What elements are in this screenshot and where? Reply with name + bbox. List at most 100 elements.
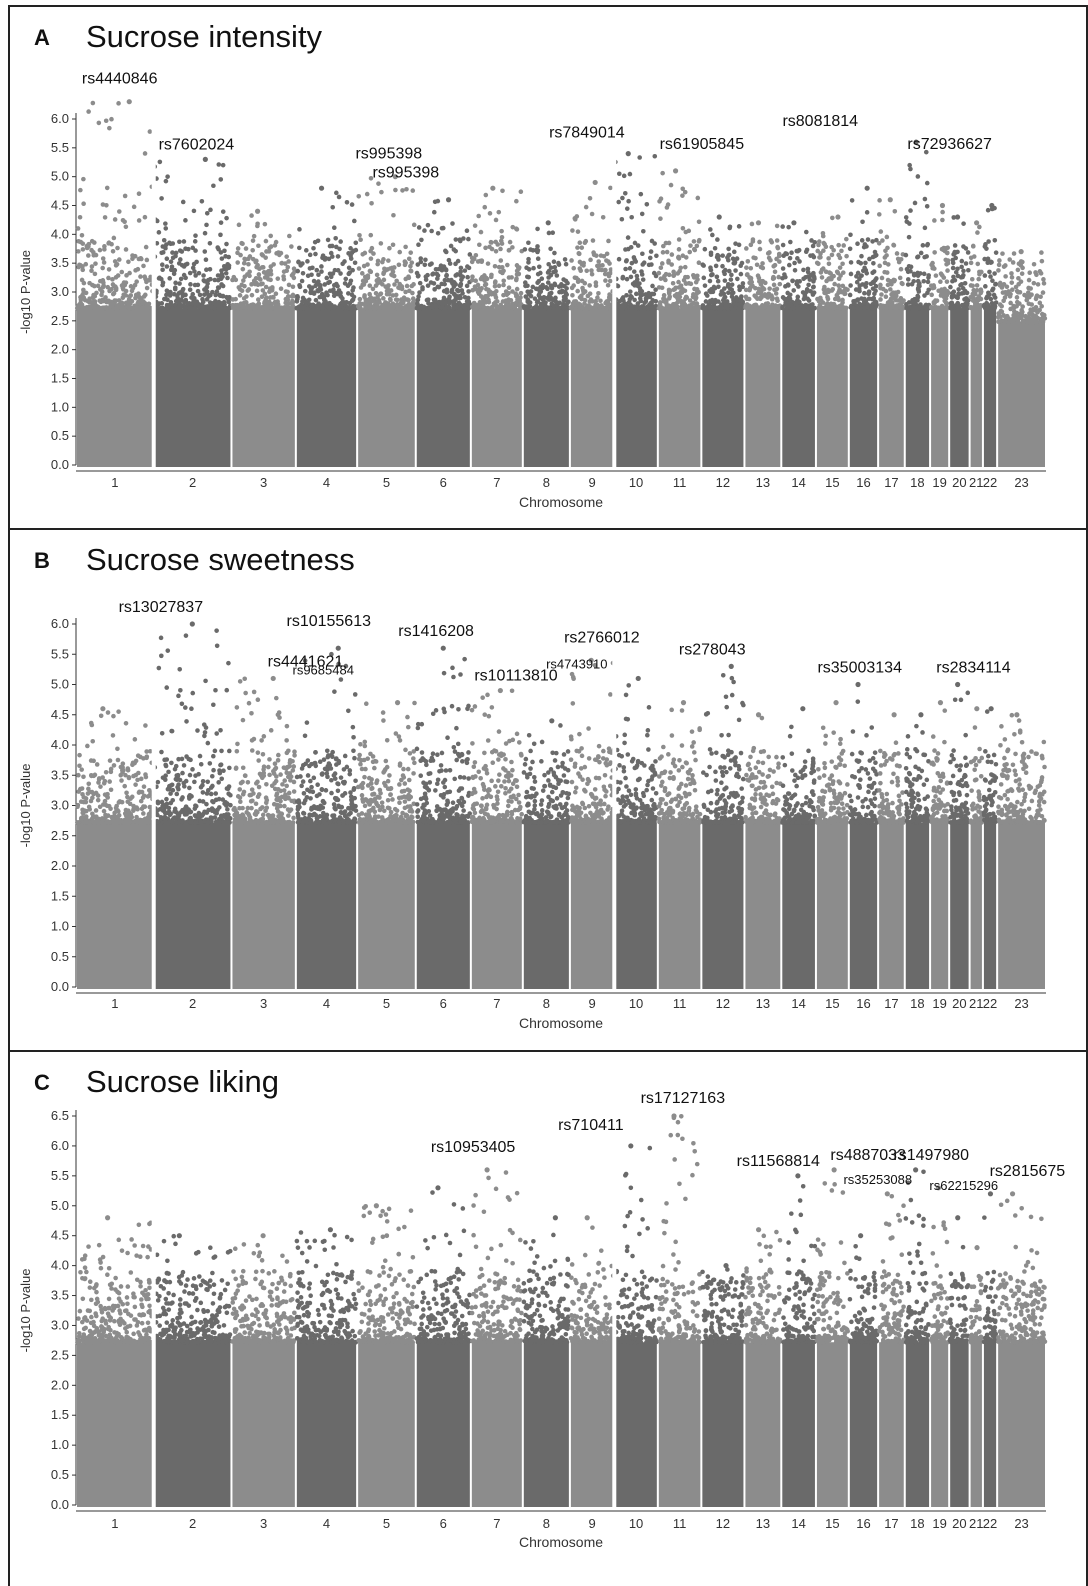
snp-point — [1025, 319, 1030, 325]
snp-point — [464, 228, 470, 234]
snp-point — [988, 274, 993, 279]
snp-point — [262, 291, 268, 297]
snp-point — [1006, 316, 1011, 321]
snp-point — [86, 109, 91, 114]
snp-point — [533, 286, 539, 292]
snp-point — [114, 261, 120, 267]
snp-label: rs4440846 — [82, 71, 158, 88]
peak-snp-point — [835, 214, 841, 220]
snp-point — [226, 263, 232, 268]
snp-point — [403, 289, 408, 295]
snp-point — [159, 731, 165, 736]
snp-point — [335, 254, 341, 259]
snp-point — [789, 250, 794, 255]
snp-point — [334, 190, 339, 196]
snp-point — [100, 775, 105, 780]
snp-point — [207, 300, 213, 305]
snp-point — [247, 269, 252, 275]
snp-point — [265, 273, 270, 279]
snp-point — [992, 237, 998, 243]
snp-point — [115, 245, 120, 251]
snp-point — [189, 706, 194, 712]
snp-point — [682, 189, 688, 195]
x-tick-label: 6 — [440, 475, 447, 490]
snp-point — [492, 283, 498, 289]
snp-point — [997, 258, 1002, 263]
snp-point — [397, 281, 402, 287]
snp-point — [381, 271, 386, 277]
snp-point — [648, 249, 654, 254]
snp-point — [119, 305, 124, 311]
snp-point — [959, 281, 964, 287]
snp-point — [579, 245, 585, 250]
snp-point — [589, 211, 595, 217]
snp-point — [278, 803, 283, 809]
snp-point — [200, 778, 206, 784]
snp-point — [501, 278, 507, 284]
snp-point — [416, 225, 422, 230]
snp-point — [363, 297, 369, 302]
snp-point — [895, 289, 901, 295]
snp-point — [336, 194, 342, 200]
snp-point — [682, 264, 688, 270]
snp-point — [291, 789, 297, 794]
snp-point — [694, 243, 700, 249]
snp-point — [278, 286, 284, 292]
snp-point — [349, 202, 355, 207]
snp-point — [353, 778, 358, 784]
snp-point — [79, 767, 84, 772]
snp-point — [783, 251, 788, 256]
chromosome-density — [745, 308, 781, 467]
snp-point — [456, 300, 462, 306]
snp-point — [177, 239, 182, 245]
snp-point — [678, 283, 684, 288]
x-tick-label: 12 — [716, 996, 730, 1011]
snp-point — [911, 305, 916, 311]
snp-point — [960, 286, 966, 291]
snp-point — [411, 222, 417, 228]
snp-point — [86, 781, 92, 787]
snp-point — [392, 282, 397, 287]
snp-point — [710, 289, 716, 295]
snp-point — [168, 800, 174, 806]
snp-point — [178, 687, 183, 693]
snp-point — [767, 286, 772, 291]
snp-point — [848, 271, 854, 277]
snp-point — [409, 260, 415, 265]
snp-point — [726, 252, 732, 258]
snp-point — [744, 305, 750, 310]
snp-point — [1031, 319, 1037, 325]
x-tick-label: 11 — [673, 996, 687, 1011]
snp-point — [164, 264, 170, 269]
snp-point — [909, 281, 915, 287]
snp-point — [715, 278, 721, 284]
snp-point — [135, 266, 141, 272]
snp-point — [260, 281, 265, 287]
snp-point — [962, 280, 968, 286]
snp-point — [255, 262, 260, 268]
snp-point — [583, 204, 589, 210]
snp-point — [118, 764, 124, 770]
snp-point — [729, 282, 735, 287]
snp-point — [398, 300, 404, 306]
panel-title: Sucrose intensity — [86, 19, 323, 54]
snp-point — [319, 269, 324, 274]
snp-point — [319, 264, 324, 269]
snp-point — [1011, 251, 1017, 256]
snp-point — [722, 267, 728, 273]
snp-point — [332, 689, 337, 694]
snp-point — [77, 214, 83, 220]
snp-point — [249, 748, 255, 753]
chromosome-1-points — [74, 99, 155, 467]
snp-point — [652, 153, 658, 159]
snp-point — [420, 285, 425, 290]
snp-point — [385, 267, 390, 272]
snp-point — [634, 273, 640, 279]
snp-point — [582, 297, 588, 303]
snp-point — [526, 240, 531, 246]
x-tick-label: 15 — [825, 475, 839, 490]
snp-point — [203, 725, 209, 730]
snp-point — [556, 305, 562, 311]
snp-point — [197, 753, 203, 759]
snp-point — [693, 295, 699, 301]
